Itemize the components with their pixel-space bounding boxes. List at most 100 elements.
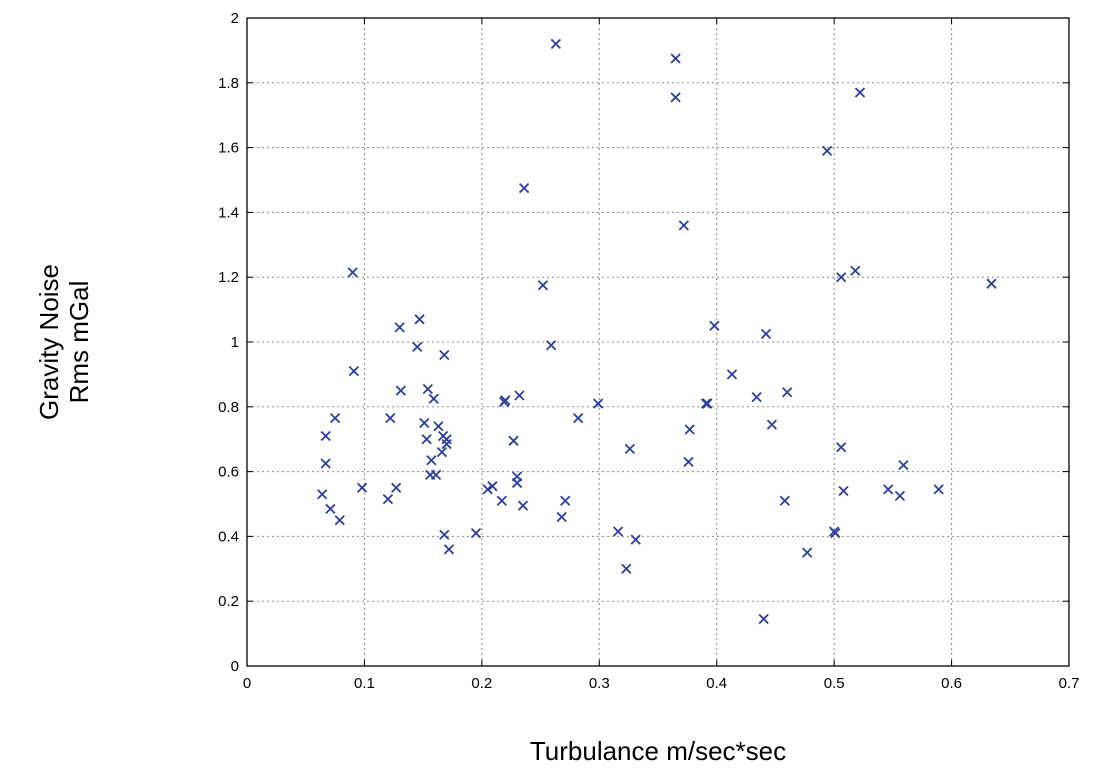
x-tick-labels: 0 0.1 0.2 0.3 0.4 0.5 0.6 0.7 bbox=[243, 675, 1080, 692]
y-tick-label: 1 bbox=[231, 334, 239, 351]
data-point-x-marker bbox=[382, 494, 394, 505]
data-point-x-marker bbox=[317, 489, 328, 500]
x-tick-label: 0.2 bbox=[471, 675, 492, 692]
data-point-x-marker bbox=[419, 417, 430, 429]
data-point-x-marker bbox=[487, 481, 498, 492]
x-tick-label: 0.7 bbox=[1059, 675, 1080, 692]
data-point-x-marker bbox=[390, 482, 402, 493]
data-point-x-marker bbox=[334, 515, 345, 526]
data-point-x-marker bbox=[836, 442, 847, 453]
x-axis-label: Turbulance m/sec*sec bbox=[530, 736, 786, 766]
data-point-x-marker bbox=[702, 398, 713, 409]
y-tick-labels: 0 0.2 0.4 0.6 0.8 1 1.2 1.4 1.6 1.8 2 bbox=[218, 10, 239, 675]
data-point-x-marker bbox=[414, 314, 425, 325]
data-point-x-marker bbox=[394, 322, 405, 333]
data-points bbox=[317, 38, 997, 625]
data-point-x-marker bbox=[621, 563, 632, 574]
data-point-x-marker bbox=[329, 413, 341, 424]
y-axis-label-line-1: Gravity Noise bbox=[34, 264, 64, 420]
x-tick-label: 0.1 bbox=[354, 675, 375, 692]
data-point-x-marker bbox=[986, 278, 997, 289]
y-tick-label: 2 bbox=[231, 10, 239, 27]
data-point-x-marker bbox=[517, 500, 529, 511]
data-point-x-marker bbox=[709, 320, 720, 331]
data-point-x-marker bbox=[320, 430, 331, 442]
data-point-x-marker bbox=[441, 434, 452, 445]
x-tick-label: 0.6 bbox=[941, 675, 962, 692]
data-point-x-marker bbox=[678, 220, 689, 231]
data-point-x-marker bbox=[470, 528, 482, 539]
data-point-x-marker bbox=[436, 447, 448, 458]
data-point-x-marker bbox=[821, 145, 833, 156]
data-point-x-marker bbox=[758, 613, 769, 625]
data-point-x-marker bbox=[883, 484, 894, 495]
data-point-x-marker bbox=[683, 456, 694, 468]
y-tick-label: 1.4 bbox=[218, 204, 239, 221]
data-point-x-marker bbox=[428, 393, 439, 404]
data-point-x-marker bbox=[766, 419, 778, 430]
data-point-x-marker bbox=[518, 182, 530, 194]
data-point-x-marker bbox=[385, 413, 396, 424]
data-point-x-marker bbox=[894, 490, 906, 502]
data-point-x-marker bbox=[508, 435, 519, 446]
data-point-x-marker bbox=[830, 528, 841, 539]
data-point-x-marker bbox=[356, 482, 368, 493]
y-tick-label: 0.8 bbox=[218, 399, 239, 416]
data-point-x-marker bbox=[573, 413, 584, 424]
data-point-x-marker bbox=[850, 265, 861, 276]
data-point-x-marker bbox=[612, 526, 624, 537]
data-point-x-marker bbox=[500, 395, 511, 406]
data-point-x-marker bbox=[537, 280, 549, 291]
data-point-x-marker bbox=[898, 459, 909, 471]
data-point-x-marker bbox=[426, 455, 437, 466]
data-point-x-marker bbox=[348, 366, 359, 377]
data-point-x-marker bbox=[838, 485, 849, 497]
data-point-x-marker bbox=[325, 503, 336, 514]
data-point-x-marker bbox=[482, 484, 493, 495]
data-point-x-marker bbox=[624, 443, 635, 455]
data-point-x-marker bbox=[439, 529, 450, 540]
data-point-x-marker bbox=[670, 53, 681, 64]
data-point-x-marker bbox=[320, 458, 331, 469]
y-tick-label: 0 bbox=[231, 658, 239, 675]
data-point-x-marker bbox=[560, 495, 571, 506]
grid bbox=[247, 18, 1069, 666]
data-point-x-marker bbox=[801, 547, 813, 558]
y-tick-label: 0.2 bbox=[218, 593, 239, 610]
data-point-x-marker bbox=[395, 385, 406, 396]
data-point-x-marker bbox=[592, 398, 604, 409]
data-point-x-marker bbox=[546, 340, 557, 351]
data-point-x-marker bbox=[441, 438, 452, 450]
data-point-x-marker bbox=[760, 328, 772, 340]
data-point-x-marker bbox=[751, 391, 762, 403]
data-point-x-marker bbox=[443, 544, 455, 555]
data-point-x-marker bbox=[421, 434, 432, 445]
data-point-x-marker bbox=[422, 383, 433, 395]
data-point-x-marker bbox=[433, 421, 444, 432]
data-point-x-marker bbox=[933, 484, 944, 495]
data-point-x-marker bbox=[726, 369, 738, 380]
data-point-x-marker bbox=[779, 495, 790, 506]
y-axis-label: Gravity Noise Rms mGal bbox=[34, 264, 94, 420]
y-axis-label-line-2: Rms mGal bbox=[64, 281, 94, 404]
data-point-x-marker bbox=[836, 272, 847, 283]
y-tick-label: 0.6 bbox=[218, 464, 239, 481]
y-tick-label: 1.6 bbox=[218, 140, 239, 157]
data-point-x-marker bbox=[782, 387, 793, 398]
x-tick-label: 0.3 bbox=[589, 675, 610, 692]
data-point-x-marker bbox=[854, 87, 866, 98]
data-point-x-marker bbox=[514, 390, 525, 401]
x-tick-label: 0 bbox=[243, 675, 251, 692]
data-point-x-marker bbox=[630, 534, 641, 545]
x-tick-label: 0.4 bbox=[706, 675, 727, 692]
data-point-x-marker bbox=[684, 424, 695, 435]
data-point-x-marker bbox=[430, 469, 442, 480]
data-point-x-marker bbox=[550, 38, 561, 50]
data-point-x-marker bbox=[496, 495, 507, 506]
y-tick-label: 1.2 bbox=[218, 269, 239, 286]
data-point-x-marker bbox=[670, 92, 681, 103]
data-point-x-marker bbox=[511, 471, 523, 482]
data-point-x-marker bbox=[412, 341, 423, 352]
y-tick-label: 1.8 bbox=[218, 75, 239, 92]
